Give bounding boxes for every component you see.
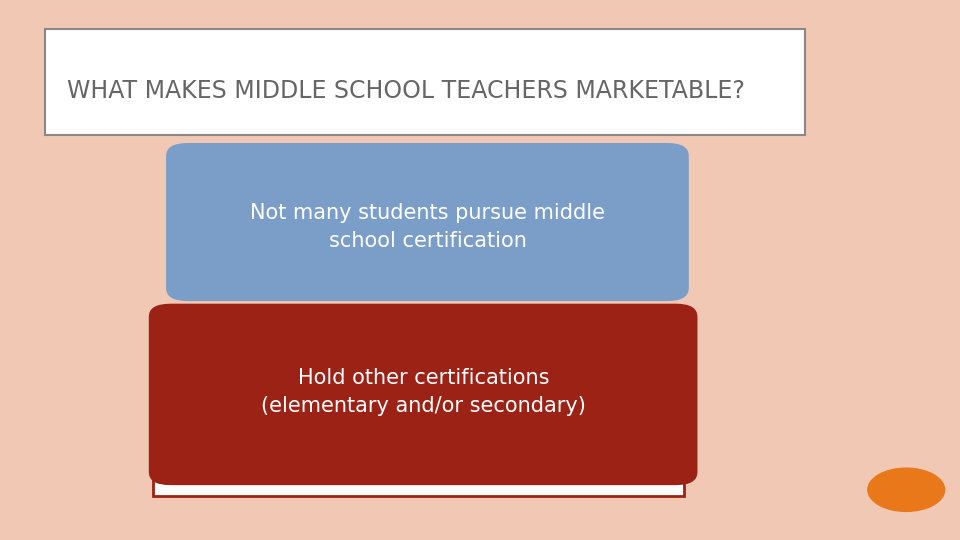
Text: WHAT MAKES MIDDLE SCHOOL TEACHERS MARKETABLE?: WHAT MAKES MIDDLE SCHOOL TEACHERS MARKET… (66, 79, 745, 103)
FancyBboxPatch shape (149, 303, 697, 485)
FancyBboxPatch shape (170, 248, 684, 293)
FancyBboxPatch shape (153, 446, 684, 496)
FancyBboxPatch shape (166, 143, 689, 301)
FancyBboxPatch shape (45, 29, 805, 135)
Text: Not many students pursue middle
school certification: Not many students pursue middle school c… (251, 203, 606, 251)
Text: Hold other certifications
(elementary and/or secondary): Hold other certifications (elementary an… (261, 368, 586, 416)
Circle shape (868, 468, 945, 511)
